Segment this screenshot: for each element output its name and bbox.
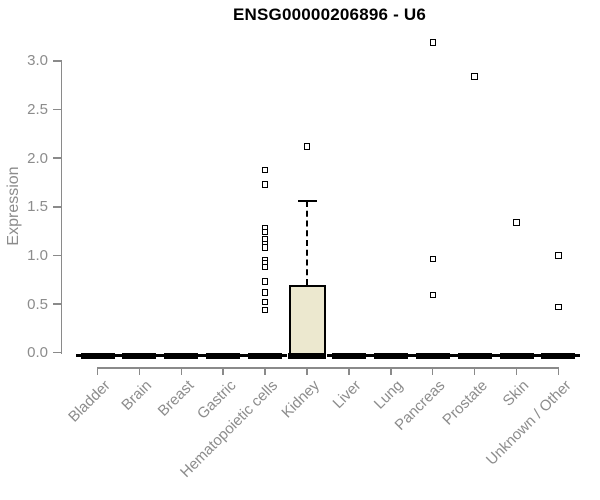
outlier-point (429, 292, 436, 299)
x-tick (473, 368, 476, 376)
x-tick-label: Lung (371, 377, 407, 413)
outlier-point (261, 166, 269, 173)
outlier-point (261, 228, 269, 236)
x-tick (138, 368, 141, 376)
x-tick-label: Bladder (64, 377, 114, 426)
y-tick-label: 0.0 (27, 344, 48, 362)
median-bar (499, 352, 534, 359)
median-bar (206, 352, 241, 359)
outlier-point (555, 252, 562, 259)
x-tick (180, 368, 183, 376)
y-tick-label: 1.0 (27, 246, 48, 264)
outlier-point (261, 306, 269, 314)
median-bar (164, 352, 199, 359)
y-tick-label: 0.5 (27, 295, 48, 313)
y-tick (53, 303, 61, 305)
median-bar (415, 352, 450, 359)
x-tick-label: Brain (118, 377, 156, 414)
y-tick (53, 108, 61, 111)
x-tick (557, 368, 560, 376)
y-tick (53, 254, 61, 257)
outlier-point (513, 219, 520, 226)
outlier-point (429, 256, 436, 263)
y-tick (53, 60, 61, 62)
median-bar (288, 352, 326, 359)
x-tick (306, 368, 308, 376)
upper-whisker (306, 200, 308, 285)
y-tick (53, 351, 61, 354)
y-tick-label: 2.5 (27, 100, 48, 118)
median-bar (248, 352, 283, 359)
x-tick-label: Kidney (278, 377, 324, 422)
box (288, 284, 326, 357)
y-tick-label: 2.0 (27, 149, 48, 167)
x-tick (348, 368, 350, 376)
outlier-point (261, 181, 269, 188)
x-tick (431, 368, 434, 376)
x-tick-label: Breast (154, 377, 198, 420)
outlier-point (429, 39, 436, 46)
median-bar (80, 352, 115, 359)
outlier-point (261, 298, 269, 306)
outlier-point (261, 244, 269, 251)
outlier-point (555, 303, 562, 311)
y-axis-line (60, 60, 63, 354)
whisker-cap (297, 199, 317, 203)
outlier-point (303, 143, 311, 150)
x-tick (390, 368, 392, 376)
x-tick (264, 368, 266, 376)
outlier-point (261, 289, 269, 296)
median-bar (373, 352, 408, 359)
outlier-point (261, 263, 269, 271)
outlier-point (261, 278, 269, 285)
median-bar (122, 352, 157, 359)
x-tick (96, 368, 99, 376)
median-bar (541, 352, 576, 359)
median-bar (331, 352, 366, 359)
x-tick (222, 368, 224, 376)
y-tick-label: 3.0 (27, 52, 48, 70)
x-axis-line (96, 367, 560, 369)
x-tick-label: Skin (499, 377, 533, 410)
x-tick-label: Liver (329, 377, 365, 413)
y-tick-label: 1.5 (27, 198, 48, 216)
x-tick-label: Prostate (439, 377, 491, 429)
y-tick (53, 205, 61, 208)
outlier-point (471, 73, 478, 80)
x-tick (515, 368, 518, 376)
y-tick (53, 157, 61, 159)
chart-title: ENSG00000206896 - U6 (232, 5, 427, 24)
median-bar (457, 352, 492, 359)
